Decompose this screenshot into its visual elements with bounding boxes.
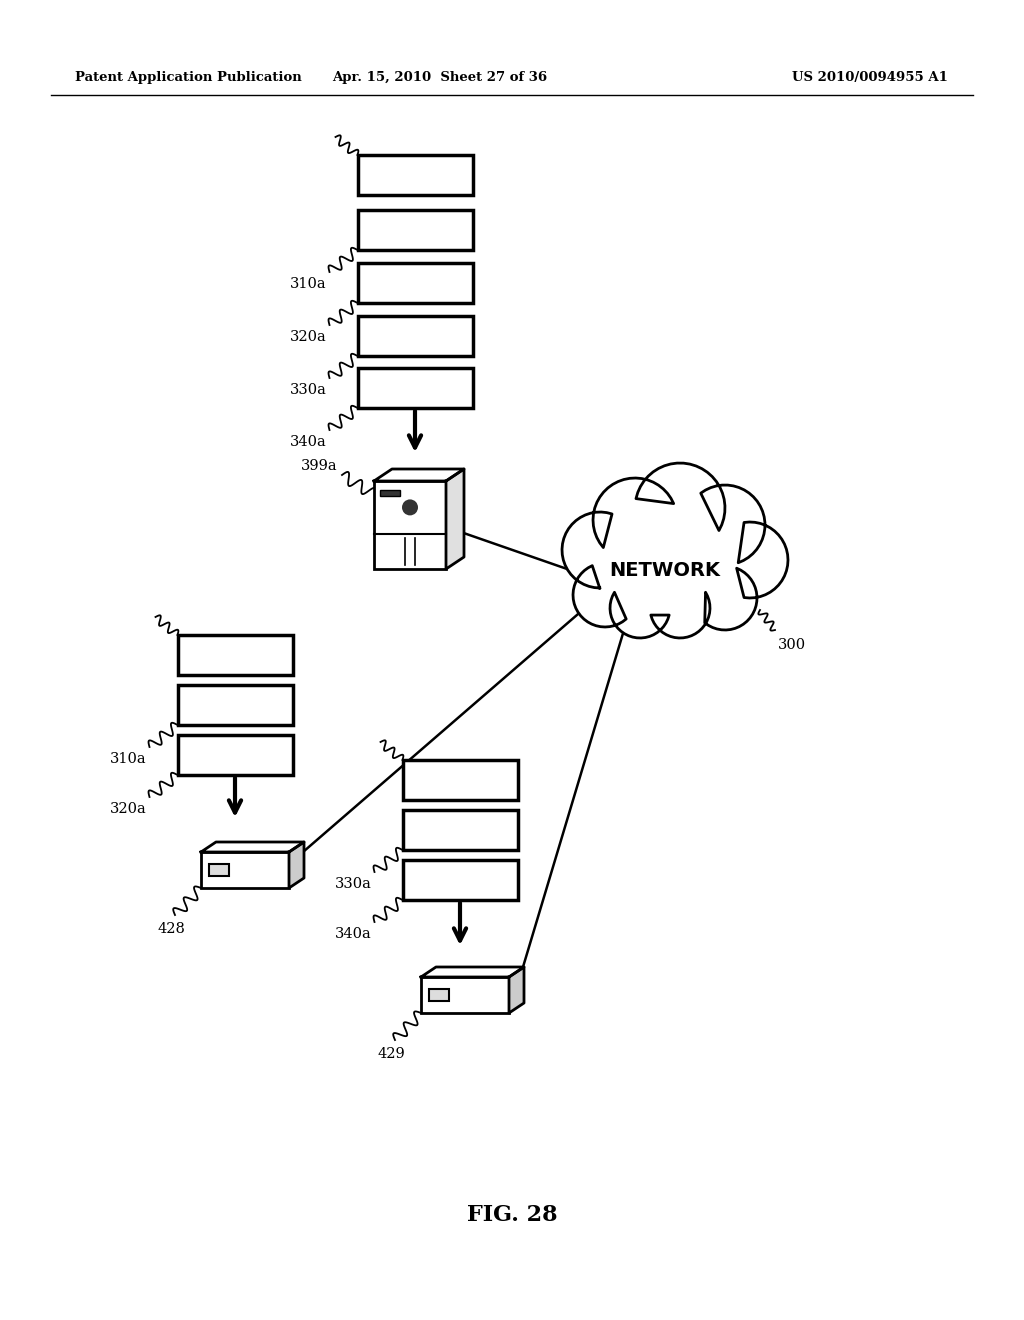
Bar (357, 263, 472, 304)
Text: NETWORK: NETWORK (609, 561, 721, 579)
Polygon shape (509, 968, 524, 1012)
Text: 320a: 320a (290, 330, 327, 345)
Text: 310a: 310a (290, 277, 327, 290)
Bar (374, 480, 446, 569)
Bar (357, 315, 472, 356)
Text: 399a: 399a (301, 459, 338, 473)
Text: 320a: 320a (110, 803, 146, 816)
Bar (177, 735, 293, 775)
Text: Patent Application Publication: Patent Application Publication (75, 71, 302, 84)
Bar (177, 685, 293, 725)
Bar (209, 865, 229, 876)
Bar (402, 810, 517, 850)
Bar (177, 635, 293, 675)
Bar (402, 760, 517, 800)
Bar (380, 490, 400, 496)
Bar (402, 861, 517, 900)
Text: 330a: 330a (335, 876, 372, 891)
Text: 330a: 330a (290, 383, 327, 397)
Text: Apr. 15, 2010  Sheet 27 of 36: Apr. 15, 2010 Sheet 27 of 36 (333, 71, 548, 84)
Text: FIG. 28: FIG. 28 (467, 1204, 557, 1226)
Polygon shape (289, 842, 304, 888)
Bar (201, 851, 289, 888)
Text: US 2010/0094955 A1: US 2010/0094955 A1 (792, 71, 948, 84)
Bar (421, 977, 509, 1012)
Text: 310a: 310a (110, 752, 146, 766)
Polygon shape (421, 968, 524, 977)
Polygon shape (446, 469, 464, 569)
Bar (357, 368, 472, 408)
Text: 340a: 340a (290, 436, 327, 449)
Bar (357, 210, 472, 249)
Text: 340a: 340a (335, 927, 372, 941)
Text: 428: 428 (157, 921, 185, 936)
Polygon shape (374, 469, 464, 480)
Polygon shape (201, 842, 304, 851)
Bar (429, 989, 449, 1001)
Text: 429: 429 (377, 1047, 404, 1061)
Circle shape (402, 499, 418, 515)
Bar (357, 154, 472, 195)
Text: 300: 300 (778, 638, 806, 652)
Polygon shape (562, 463, 788, 638)
